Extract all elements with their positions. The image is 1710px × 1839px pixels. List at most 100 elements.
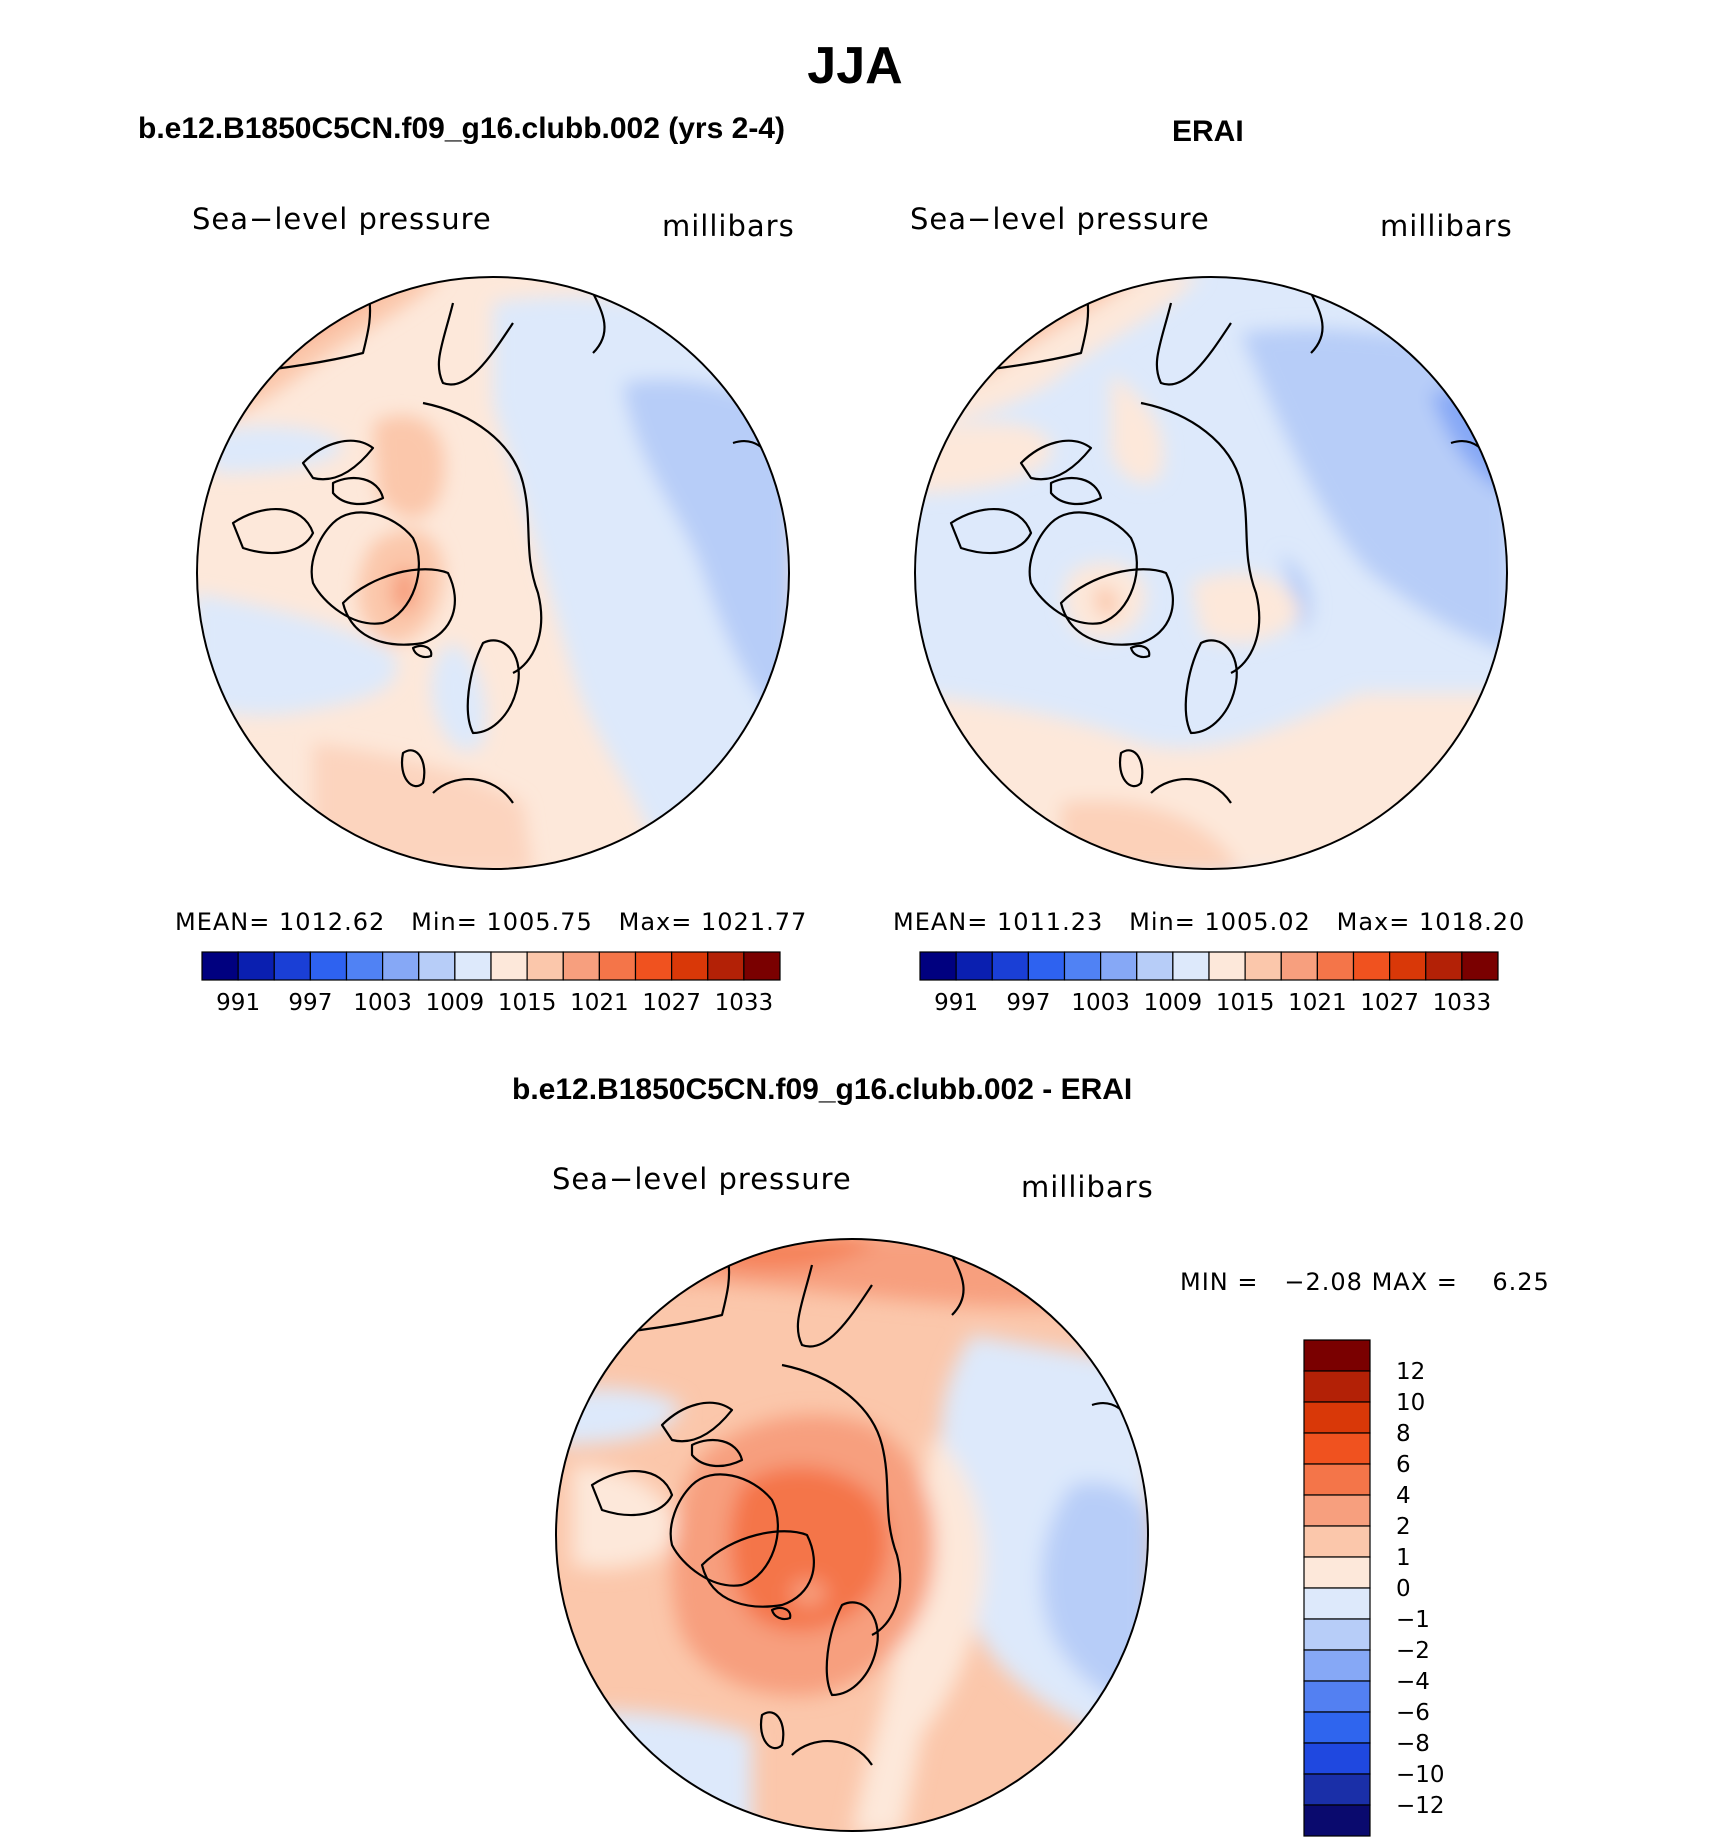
map1-greenland-high-core <box>391 567 418 612</box>
map3-coast-iceland <box>770 1606 792 1621</box>
colorbar2-swatch-14 <box>1425 951 1463 981</box>
colorbar1-tick-1: 997 <box>288 990 332 1016</box>
panel2-variable-label: Sea−level pressure <box>910 202 1210 236</box>
panel3-min-value: −2.08 <box>1284 1268 1363 1296</box>
colorbar1-swatch-4 <box>345 951 384 981</box>
colorbar3-tick-8: −1 <box>1396 1607 1430 1633</box>
map2-coast-siberia-east <box>1155 302 1232 386</box>
colorbar2-swatch-4 <box>1063 951 1102 981</box>
map2-coast-archipelago-1 <box>1019 439 1093 481</box>
colorbar3-swatch-8 <box>1303 1587 1371 1620</box>
map1-coast-hudson <box>310 511 420 625</box>
colorbar2-swatch-6 <box>1136 951 1174 981</box>
colorbar3-swatch-12 <box>1303 1711 1371 1744</box>
panel2-title: ERAI <box>1172 115 1244 148</box>
map2-coast-iceland <box>1129 644 1151 659</box>
colorbar1-swatch-5 <box>382 951 420 981</box>
panel1-min-value: 1005.75 <box>486 908 593 936</box>
map2-ural-low <box>1281 553 1312 633</box>
colorbar1-swatch-11 <box>598 951 637 981</box>
panel3-max-label: MAX = <box>1371 1268 1458 1296</box>
colorbar3-swatch-10 <box>1303 1649 1371 1682</box>
map3-coast-archipelago-1 <box>660 1401 734 1443</box>
map1-coast-archipelago-2 <box>331 476 385 506</box>
panel1-title: b.e12.B1850C5CN.f09_g16.clubb.002 (yrs 2… <box>138 112 785 145</box>
colorbar2-swatch-15 <box>1461 951 1499 981</box>
colorbar2-swatch-10 <box>1280 951 1318 981</box>
colorbar1-tick-6: 1027 <box>642 990 701 1016</box>
map-model <box>196 276 790 870</box>
colorbar3-swatch-5 <box>1303 1494 1371 1527</box>
panel3-min-label: MIN = <box>1180 1268 1259 1296</box>
colorbar1-swatch-12 <box>634 951 673 981</box>
map1-coast-iceland <box>411 644 433 659</box>
map2-siberia-band <box>1191 573 1301 644</box>
colorbar1-swatch-3 <box>309 951 348 981</box>
colorbar3-tick-9: −2 <box>1396 1638 1430 1664</box>
map3-coast-canada <box>590 1469 674 1517</box>
colorbar3-swatch-2 <box>1303 1401 1371 1434</box>
colorbar3-tick-11: −6 <box>1396 1700 1430 1726</box>
map1-coast-scandinavia <box>466 639 520 735</box>
map1-coast-europe <box>432 777 514 804</box>
colorbar3-swatch-14 <box>1303 1773 1371 1806</box>
map3-coast-kamchatka <box>951 1254 965 1316</box>
colorbar2-swatch-12 <box>1352 951 1391 981</box>
colorbar3-swatch-13 <box>1303 1742 1371 1775</box>
colorbar3-swatch-15 <box>1303 1804 1371 1837</box>
map1-eurasia-low-core <box>623 379 789 733</box>
colorbar2-tick-1: 997 <box>1006 990 1050 1016</box>
map3-boundary <box>555 1238 1149 1832</box>
map2-coast-archipelago-2 <box>1049 476 1103 506</box>
map1-coast-archipelago-1 <box>301 439 375 481</box>
colorbar2-swatch-3 <box>1027 951 1066 981</box>
map1-coast-siberia-east <box>437 302 514 386</box>
map2-coast-canada <box>949 507 1033 555</box>
map1-coast-greenland <box>341 568 456 646</box>
map2-coast-siberia-north <box>1140 401 1261 674</box>
map3-coast-europe <box>791 1739 873 1766</box>
colorbar1-swatch-1 <box>237 951 275 981</box>
panel2-mean-value: 1011.23 <box>997 908 1104 936</box>
colorbar3-tick-1: 10 <box>1396 1390 1425 1416</box>
panel1-max-label: Max= <box>618 908 693 936</box>
colorbar3-tick-14: −12 <box>1396 1793 1445 1819</box>
colorbar3-swatch-3 <box>1303 1432 1371 1465</box>
colorbar3-swatch-9 <box>1303 1618 1371 1651</box>
colorbar2-swatch-11 <box>1316 951 1355 981</box>
map3-coast-british-isles <box>759 1711 785 1750</box>
panel3-units-label: millibars <box>1021 1170 1154 1204</box>
map1-arctic-high <box>373 415 445 518</box>
main-title: JJA <box>807 37 903 95</box>
map2-greenland-high-core <box>1095 587 1118 617</box>
colorbar2-swatch-0 <box>919 951 957 981</box>
panel2-max-value: 1018.20 <box>1419 908 1526 936</box>
map2-arctic-band <box>1111 373 1164 484</box>
colorbar1-swatch-10 <box>562 951 600 981</box>
panel1-variable-label: Sea−level pressure <box>192 202 492 236</box>
colorbar3-swatch-11 <box>1303 1680 1371 1713</box>
map1-coastlines <box>231 292 769 804</box>
colorbar3-swatch-4 <box>1303 1463 1371 1496</box>
colorbar2-swatch-7 <box>1172 951 1210 981</box>
panel1-mean-value: 1012.62 <box>279 908 386 936</box>
colorbar2-tick-7: 1033 <box>1433 990 1492 1016</box>
map1-coast-canada <box>231 507 315 555</box>
map2-coast-greenland <box>1059 568 1174 646</box>
colorbar1-tick-4: 1015 <box>498 990 557 1016</box>
map3-coast-greenland <box>700 1530 815 1608</box>
colorbar1-tick-7: 1033 <box>715 990 774 1016</box>
map3-coast-archipelago-2 <box>690 1438 744 1468</box>
colorbar3-tick-7: 0 <box>1396 1576 1411 1602</box>
colorbar1-swatch-14 <box>707 951 745 981</box>
colorbar3-tick-4: 4 <box>1396 1483 1411 1509</box>
map3-coast-hudson <box>669 1473 779 1587</box>
colorbar1-swatch-15 <box>743 951 781 981</box>
colorbar3-tick-12: −8 <box>1396 1731 1430 1757</box>
colorbar1-swatch-13 <box>671 951 709 981</box>
colorbar2-swatch-9 <box>1244 951 1282 981</box>
colorbar1-swatch-0 <box>201 951 239 981</box>
colorbar3-tick-3: 6 <box>1396 1452 1411 1478</box>
colorbar1-tick-0: 991 <box>216 990 260 1016</box>
map2-boundary <box>914 276 1508 870</box>
